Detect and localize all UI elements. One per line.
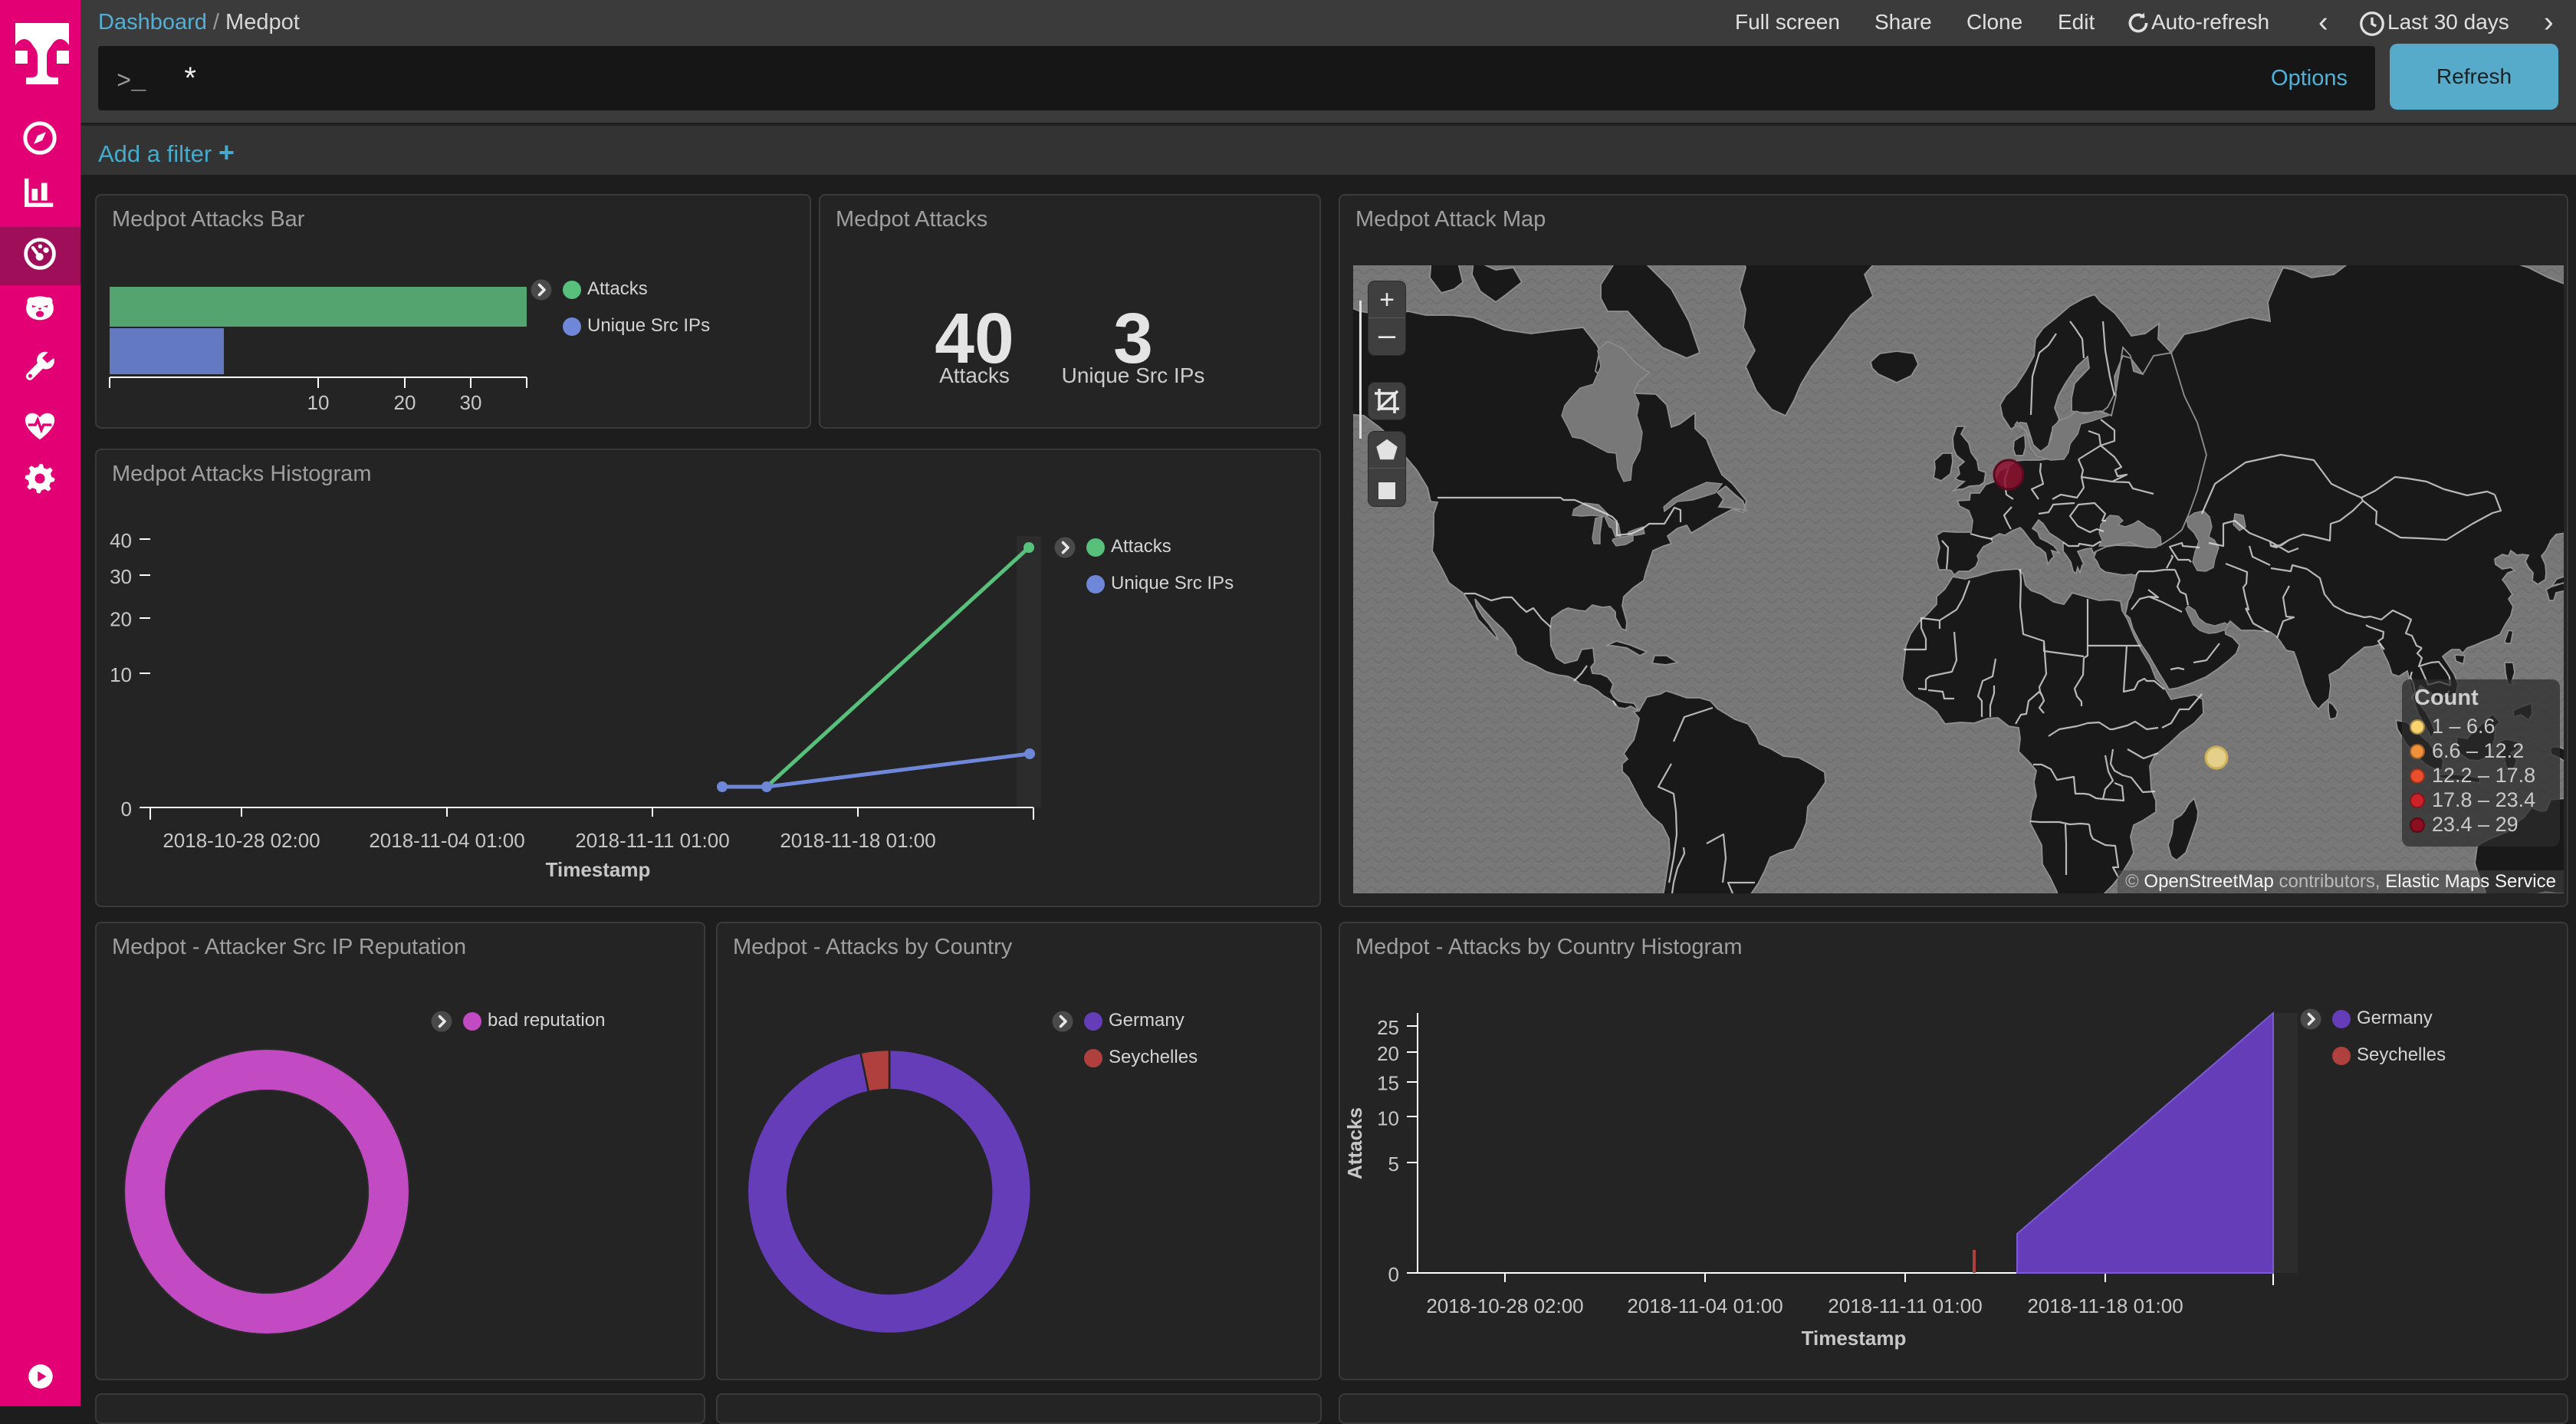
svg-text:2018-11-11 01:00: 2018-11-11 01:00 bbox=[1828, 1294, 1982, 1317]
svg-text:10: 10 bbox=[110, 663, 132, 686]
svg-text:20: 20 bbox=[394, 391, 416, 414]
svg-text:0: 0 bbox=[121, 798, 132, 821]
svg-text:2018-10-28 02:00: 2018-10-28 02:00 bbox=[163, 829, 320, 852]
svg-text:0: 0 bbox=[1388, 1263, 1399, 1286]
svg-text:40: 40 bbox=[110, 529, 132, 552]
svg-text:2018-11-04 01:00: 2018-11-04 01:00 bbox=[369, 829, 524, 852]
svg-text:Timestamp: Timestamp bbox=[1802, 1327, 1907, 1350]
svg-text:15: 15 bbox=[1377, 1072, 1399, 1095]
svg-text:2018-11-18 01:00: 2018-11-18 01:00 bbox=[2027, 1294, 2183, 1317]
svg-text:2018-11-04 01:00: 2018-11-04 01:00 bbox=[1627, 1294, 1783, 1317]
svg-text:30: 30 bbox=[460, 391, 482, 414]
svg-text:20: 20 bbox=[1377, 1042, 1399, 1065]
svg-text:20: 20 bbox=[110, 608, 132, 631]
svg-text:10: 10 bbox=[1377, 1107, 1399, 1130]
svg-text:2018-11-11 01:00: 2018-11-11 01:00 bbox=[575, 829, 729, 852]
svg-text:2018-11-18 01:00: 2018-11-18 01:00 bbox=[780, 829, 935, 852]
svg-text:Attacks: Attacks bbox=[1343, 1107, 1366, 1179]
svg-text:2018-10-28 02:00: 2018-10-28 02:00 bbox=[1426, 1294, 1583, 1317]
svg-text:30: 30 bbox=[110, 565, 132, 588]
svg-text:25: 25 bbox=[1377, 1016, 1399, 1039]
svg-text:5: 5 bbox=[1388, 1153, 1399, 1176]
svg-text:10: 10 bbox=[307, 391, 330, 414]
svg-text:Timestamp: Timestamp bbox=[546, 858, 651, 881]
